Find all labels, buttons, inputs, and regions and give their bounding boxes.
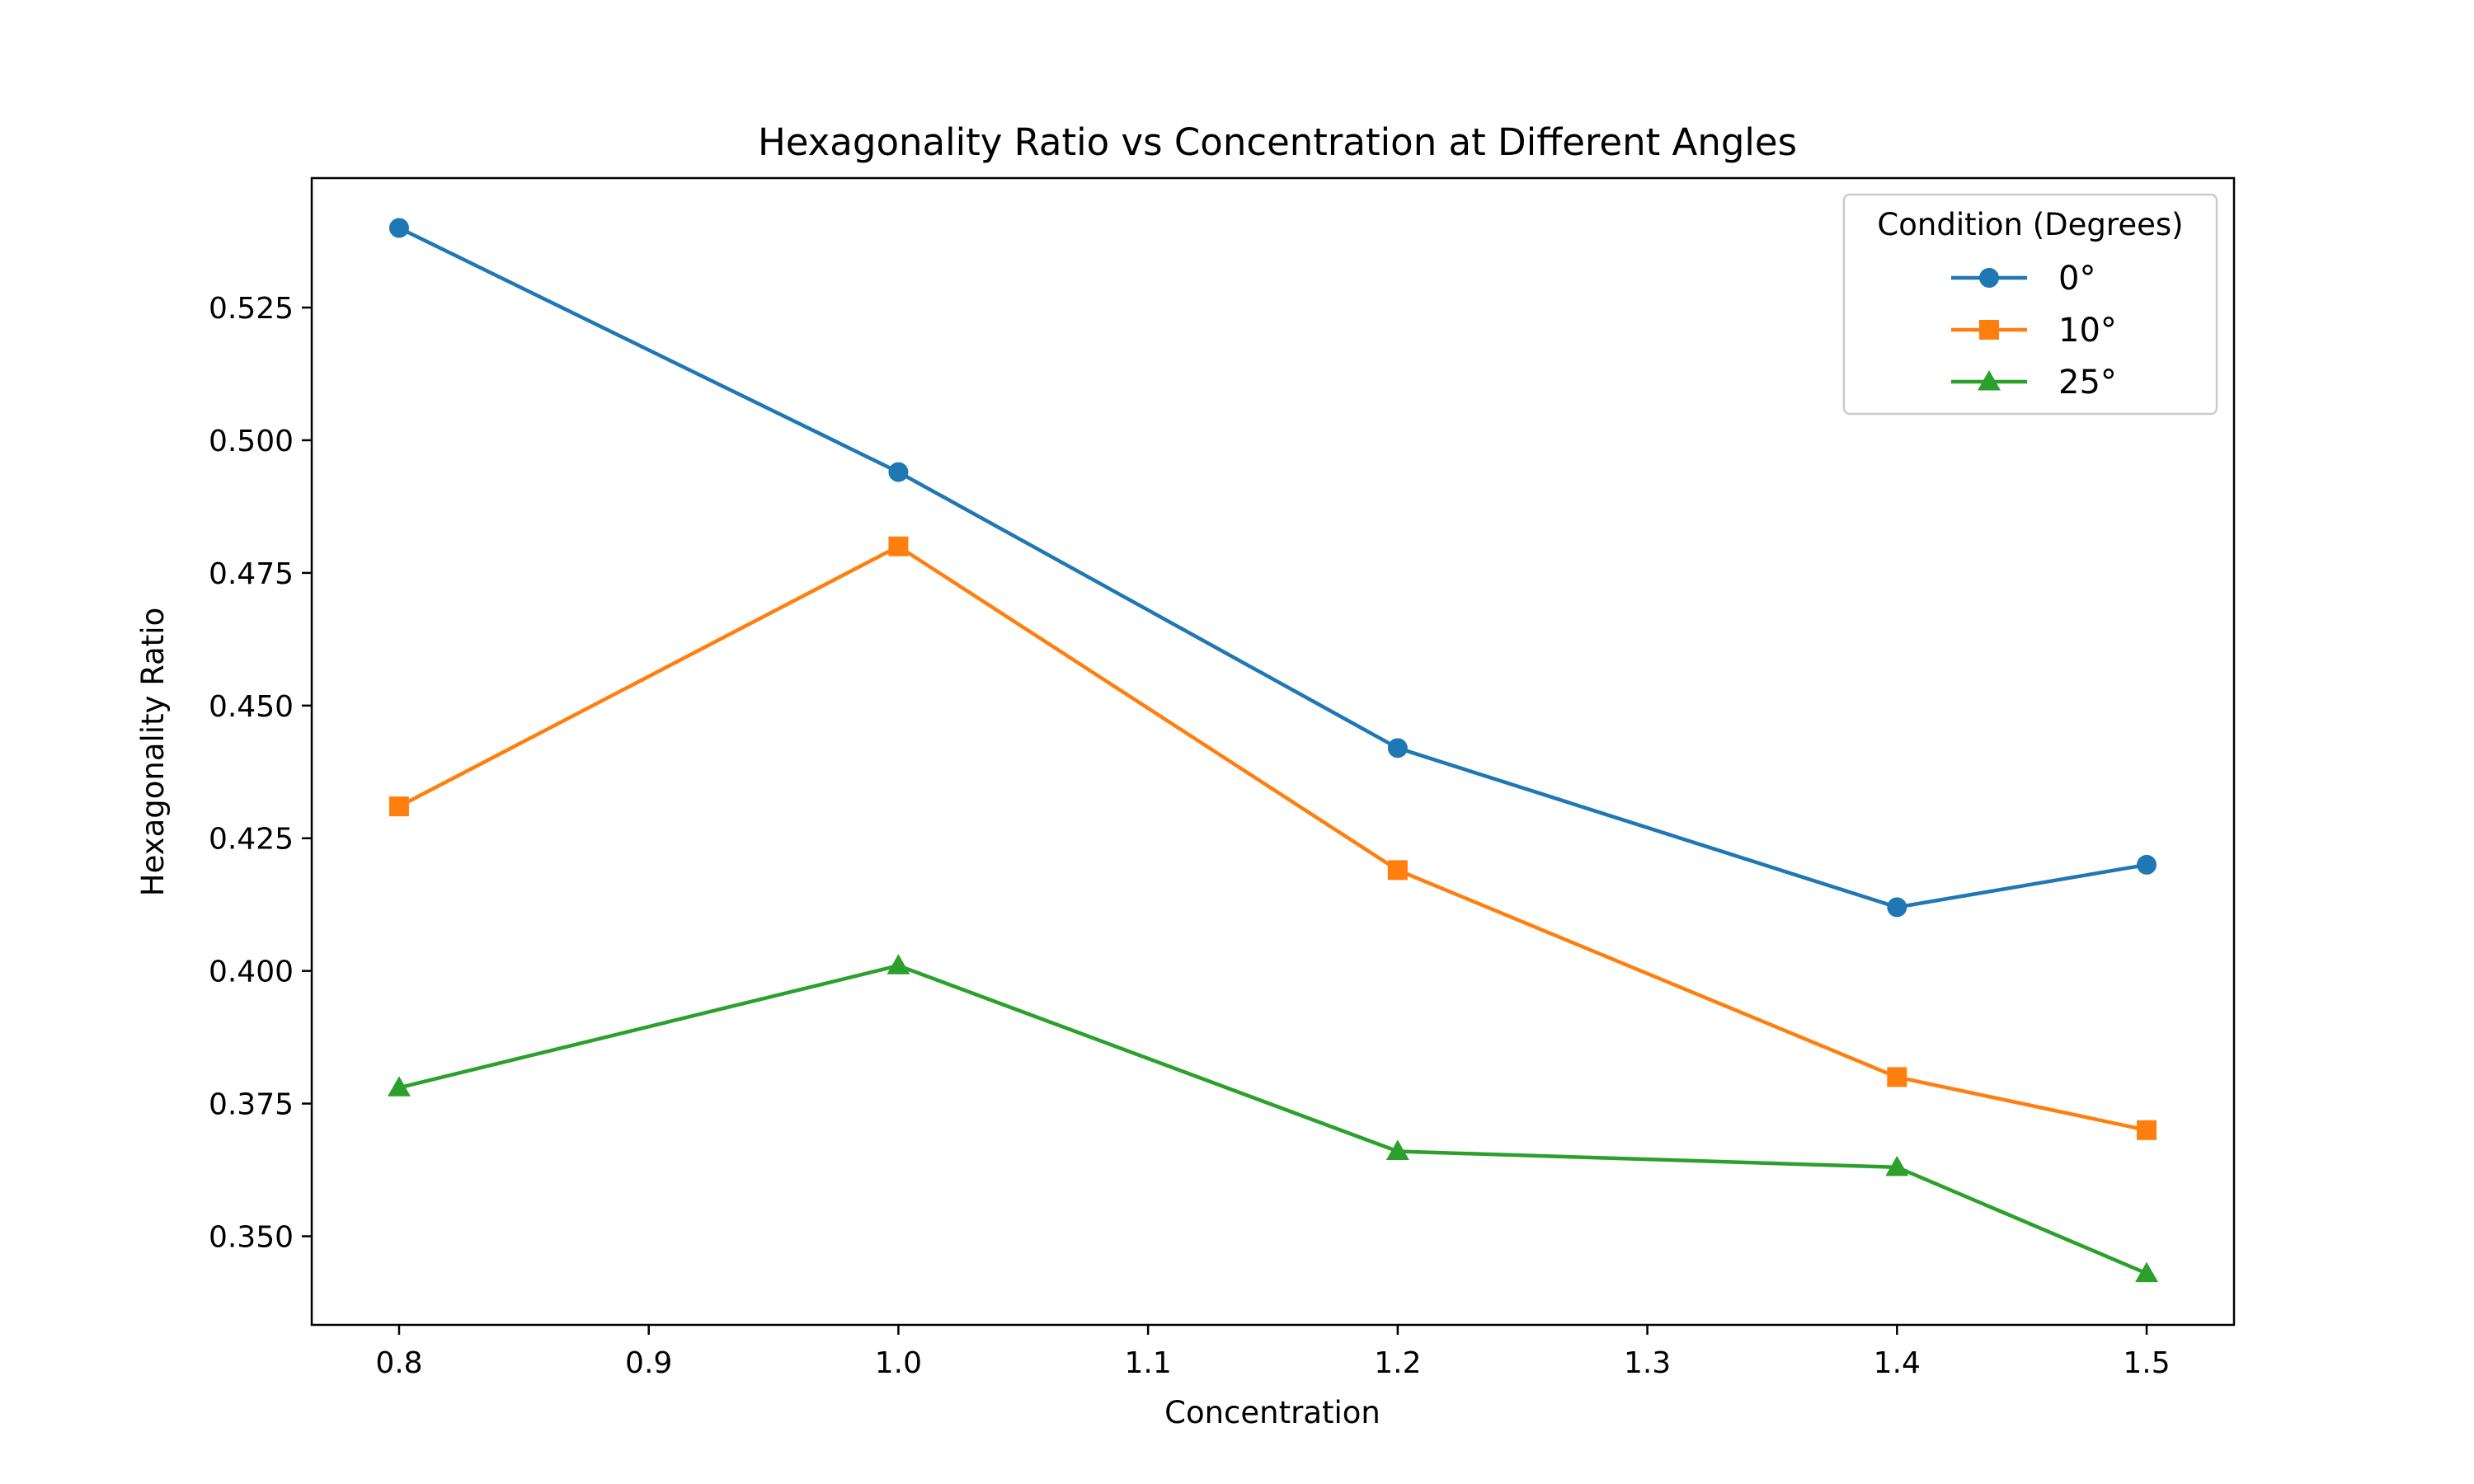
legend-label: 25° xyxy=(2058,364,2117,402)
data-point xyxy=(1885,1155,1909,1176)
x-axis: 0.8 0.9 1.0 1.1 1.2 1.3 1.4 1.5 xyxy=(375,1325,2171,1380)
legend-entry: 0° xyxy=(1951,260,2095,298)
data-point xyxy=(1387,738,1408,758)
series-3 xyxy=(387,954,2159,1283)
x-tick-label: 1.2 xyxy=(1374,1346,1421,1380)
x-tick-label: 1.0 xyxy=(875,1346,922,1380)
data-point xyxy=(1887,897,1907,918)
data-point xyxy=(1385,1139,1409,1161)
x-tick-label: 0.8 xyxy=(375,1346,422,1380)
legend: Condition (Degrees) 0° 10° 25° xyxy=(1842,193,2218,416)
plot-frame xyxy=(310,176,2236,1327)
y-tick-label: 0.450 xyxy=(209,690,294,724)
y-tick-label: 0.500 xyxy=(209,425,294,458)
data-point xyxy=(1887,1067,1907,1087)
data-point xyxy=(1387,860,1408,881)
x-tick-label: 1.4 xyxy=(1874,1346,1921,1380)
legend-entry: 25° xyxy=(1951,364,2117,402)
y-tick-label: 0.400 xyxy=(209,956,294,989)
chart-title: Hexagonality Ratio vs Concentration at D… xyxy=(758,120,1797,164)
legend-entries: 0° 10° 25° xyxy=(1951,260,2117,402)
data-point xyxy=(2137,854,2157,875)
legend-marker xyxy=(1979,268,1999,288)
data-point xyxy=(888,462,909,482)
legend-title: Condition (Degrees) xyxy=(1877,207,2183,242)
x-tick-label: 1.3 xyxy=(1624,1346,1671,1380)
x-tick-label: 1.5 xyxy=(2123,1346,2170,1380)
data-point xyxy=(388,218,409,238)
data-point xyxy=(2137,1120,2157,1140)
y-axis-title: Hexagonality Ratio xyxy=(135,608,171,896)
y-tick-label: 0.475 xyxy=(209,557,294,591)
y-tick-label: 0.425 xyxy=(209,823,294,857)
y-tick-label: 0.350 xyxy=(209,1221,294,1255)
data-point xyxy=(887,954,910,974)
plot-area xyxy=(387,218,2159,1283)
series-2 xyxy=(388,536,2157,1140)
x-tick-label: 1.1 xyxy=(1125,1346,1172,1380)
x-axis-title: Concentration xyxy=(1164,1395,1380,1430)
data-point xyxy=(888,536,909,556)
legend-box xyxy=(1842,193,2218,416)
series-1 xyxy=(388,218,2157,918)
legend-entry: 10° xyxy=(1951,312,2117,350)
y-tick-label: 0.375 xyxy=(209,1088,294,1122)
legend-marker xyxy=(1979,320,1999,340)
data-point xyxy=(387,1076,411,1097)
data-point xyxy=(2135,1261,2159,1283)
x-tick-label: 0.9 xyxy=(625,1346,672,1380)
legend-marker xyxy=(1978,370,2001,391)
data-point xyxy=(388,796,409,817)
y-tick-label: 0.525 xyxy=(209,292,294,326)
legend-label: 10° xyxy=(2058,312,2117,350)
legend-label: 0° xyxy=(2058,260,2095,298)
y-axis: 0.350 0.375 0.400 0.425 0.450 0.475 0.500 0.525 xyxy=(209,292,312,1255)
